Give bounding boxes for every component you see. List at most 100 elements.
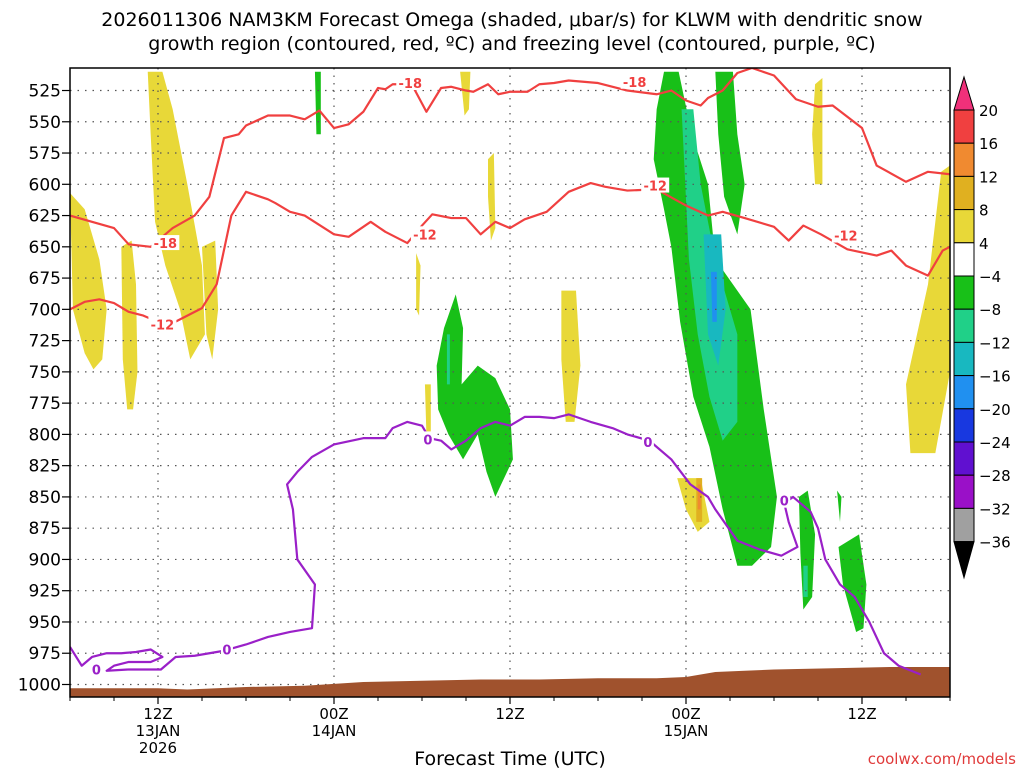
contour-label-bg-2 [151,235,180,251]
contour-label-3: -12 [151,318,175,333]
contour-label-2: -18 [154,237,178,252]
omega-region-4 [460,71,471,116]
contour-label-bg-8 [220,641,233,657]
contour-layer [70,68,950,676]
colorbar-swatch-5 [953,242,975,277]
colorbar: 20 16 12 8 4 −4 −8 −12 −16 −20 −24 −28 −32 −36 [953,75,1011,580]
omega-region-22 [803,565,808,597]
x-tick-label-3-0: 00Z [671,705,700,723]
omega-region-12 [906,165,950,454]
colorbar-label-10: −24 [979,434,1011,452]
y-tick-label-14: 875 [29,519,61,539]
chart-title-line2: growth region (contoured, red, ºC) and f… [148,33,875,55]
terrain-fill [70,666,950,697]
y-tick-label-9: 750 [29,363,61,383]
contour-label-10: 0 [643,436,652,451]
colorbar-label-5: −4 [979,268,1001,286]
y-tick-label-18: 975 [29,644,61,664]
y-tick-label-5: 650 [29,238,61,258]
x-axis-title: Forecast Time (UTC) [414,748,605,768]
colorbar-label-11: −28 [979,467,1011,485]
contour-label-bg-6 [831,227,860,243]
colorbar-swatch-9 [953,375,975,410]
colorbar-swatch-6 [953,275,975,310]
y-tick-label-4: 625 [29,207,61,227]
colorbar-swatch-2 [953,142,975,177]
x-tick-label-0-0: 12Z [143,705,172,723]
y-axis: 525 550 575 600 625 650 675 700 725 750 775 800 825 8… [18,82,70,695]
x-tick-label-2-0: 12Z [495,705,524,723]
colorbar-swatch-12 [953,474,975,509]
colorbar-label-7: −12 [979,334,1011,352]
colorbar-top-arrow [953,75,975,111]
omega-region-21 [446,334,450,385]
contour-label-bg-5 [641,177,670,193]
omega-region-3 [202,240,219,360]
y-tick-label-12: 825 [29,457,61,477]
contour-label-8: 0 [222,643,231,658]
x-tick-label-4-0: 12Z [847,705,876,723]
contour-label-0: -18 [399,77,423,92]
contour-label-11: 0 [780,495,789,510]
omega-region-5 [488,153,496,241]
y-tick-label-3: 600 [29,175,61,195]
colorbar-label-9: −20 [979,401,1011,419]
colorbar-label-4: 4 [979,235,989,253]
y-tick-label-11: 800 [29,425,61,445]
contour-line-minus18-0 [70,68,950,248]
y-tick-label-16: 925 [29,582,61,602]
y-tick-label-19: 1000 [18,675,61,695]
x-tick-label-0-2: 2026 [139,739,177,757]
omega-region-7 [424,384,431,435]
y-tick-label-2: 575 [29,144,61,164]
contour-label-bg-10 [641,433,654,449]
contour-label-bg-3 [148,316,177,332]
contour-label-6: -12 [834,230,858,245]
omega-region-6 [416,253,421,316]
contour-label-9: 0 [423,433,432,448]
y-tick-label-15: 900 [29,550,61,570]
omega-region-1 [121,240,138,410]
contour-label-1: -18 [623,76,647,91]
y-tick-label-17: 950 [29,613,61,633]
omega-region-17 [838,534,867,632]
colorbar-label-3: 8 [979,202,989,220]
y-tick-label-6: 675 [29,269,61,289]
colorbar-swatch-3 [953,175,975,211]
x-tick-label-1-1: 14JAN [312,722,357,740]
contour-label-bg-7 [90,661,103,677]
y-tick-label-7: 700 [29,300,61,320]
colorbar-label-13: −36 [979,534,1011,552]
colorbar-swatch-1 [953,109,975,144]
colorbar-swatch-11 [953,441,975,476]
x-tick-label-0-1: 13JAN [136,722,181,740]
contour-line-minus12-1 [70,181,950,325]
x-tick-label-3-1: 15JAN [664,722,709,740]
contour-label-bg-1 [620,73,649,89]
colorbar-label-6: −8 [979,301,1001,319]
contour-line-0-2 [70,413,922,676]
contour-label-4: -12 [413,228,437,243]
y-tick-label-0: 525 [29,82,61,102]
colorbar-swatch-8 [953,341,975,377]
colorbar-label-2: 12 [979,168,998,186]
colorbar-swatch-7 [953,308,975,343]
x-tick-label-1-0: 00Z [319,705,348,723]
colorbar-swatch-10 [953,408,975,443]
omega-region-18 [837,490,842,522]
y-tick-label-8: 725 [29,332,61,352]
colorbar-label-1: 16 [979,135,998,153]
colorbar-bottom-arrow [953,541,975,580]
contour-label-bg-11 [778,492,791,508]
omega-shading-layer [70,71,950,632]
contour-label-7: 0 [92,663,101,678]
contour-label-bg-4 [410,226,439,242]
omega-region-19 [314,71,321,135]
omega-region-15 [436,294,513,497]
omega-region-11 [812,78,823,185]
contour-label-5: -12 [643,180,667,195]
y-tick-label-13: 850 [29,488,61,508]
colorbar-label-8: −16 [979,368,1011,386]
